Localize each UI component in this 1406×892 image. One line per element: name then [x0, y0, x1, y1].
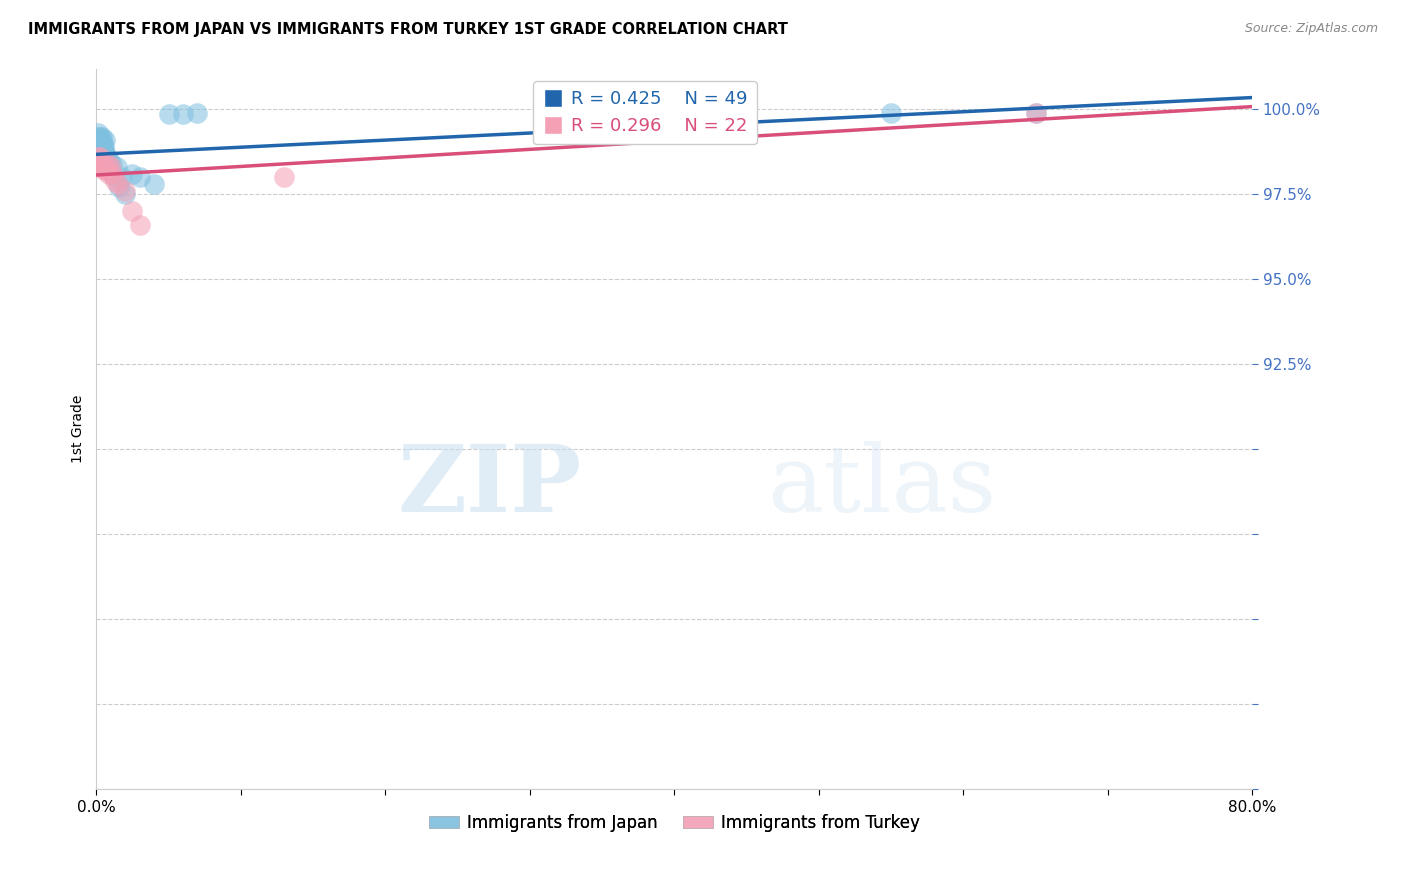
Point	[880, 105, 903, 120]
Point	[87, 136, 110, 151]
Point	[91, 136, 114, 151]
Point	[86, 150, 108, 164]
Point	[114, 184, 136, 198]
Point	[87, 153, 110, 168]
Y-axis label: 1st Grade: 1st Grade	[72, 394, 86, 463]
Point	[91, 143, 114, 157]
Point	[89, 129, 111, 144]
Point	[97, 157, 120, 171]
Legend: Immigrants from Japan, Immigrants from Turkey: Immigrants from Japan, Immigrants from T…	[422, 807, 927, 838]
Point	[96, 150, 118, 164]
Point	[91, 157, 114, 171]
Point	[96, 157, 118, 171]
Point	[121, 204, 143, 219]
Text: atlas: atlas	[766, 442, 995, 532]
Point	[90, 150, 112, 164]
Point	[91, 160, 114, 174]
Point	[94, 160, 117, 174]
Point	[273, 170, 295, 185]
Point	[90, 133, 112, 147]
Point	[108, 180, 131, 194]
Point	[93, 139, 115, 153]
Point	[87, 133, 110, 147]
Point	[93, 150, 115, 164]
Point	[121, 167, 143, 181]
Point	[91, 146, 114, 161]
Point	[128, 170, 150, 185]
Point	[89, 150, 111, 164]
Point	[90, 136, 112, 151]
Point	[98, 167, 121, 181]
Point	[94, 153, 117, 168]
Point	[90, 153, 112, 168]
Point	[186, 105, 208, 120]
Point	[96, 163, 118, 178]
Point	[89, 150, 111, 164]
Point	[100, 160, 122, 174]
Point	[105, 160, 128, 174]
Point	[87, 129, 110, 144]
Point	[90, 143, 112, 157]
Point	[1025, 105, 1047, 120]
Point	[89, 136, 111, 151]
Point	[89, 143, 111, 157]
Point	[87, 126, 110, 140]
Point	[94, 146, 117, 161]
Point	[93, 143, 115, 157]
Point	[89, 146, 111, 161]
Point	[90, 157, 112, 171]
Point	[107, 177, 129, 191]
Point	[89, 139, 111, 153]
Text: ZIP: ZIP	[398, 442, 582, 532]
Point	[90, 160, 112, 174]
Point	[91, 146, 114, 161]
Point	[103, 170, 125, 185]
Point	[104, 174, 127, 188]
Point	[143, 177, 166, 191]
Point	[101, 167, 124, 181]
Point	[101, 157, 124, 171]
Point	[100, 163, 122, 178]
Point	[97, 160, 120, 174]
Point	[93, 163, 115, 178]
Point	[93, 133, 115, 147]
Text: Source: ZipAtlas.com: Source: ZipAtlas.com	[1244, 22, 1378, 36]
Point	[128, 218, 150, 232]
Text: IMMIGRANTS FROM JAPAN VS IMMIGRANTS FROM TURKEY 1ST GRADE CORRELATION CHART: IMMIGRANTS FROM JAPAN VS IMMIGRANTS FROM…	[28, 22, 787, 37]
Point	[157, 107, 180, 121]
Point	[93, 157, 115, 171]
Point	[111, 170, 134, 185]
Point	[98, 153, 121, 168]
Point	[1025, 105, 1047, 120]
Point	[90, 146, 112, 161]
Point	[172, 107, 194, 121]
Point	[114, 187, 136, 202]
Point	[86, 133, 108, 147]
Point	[89, 157, 111, 171]
Point	[91, 129, 114, 144]
Point	[87, 153, 110, 168]
